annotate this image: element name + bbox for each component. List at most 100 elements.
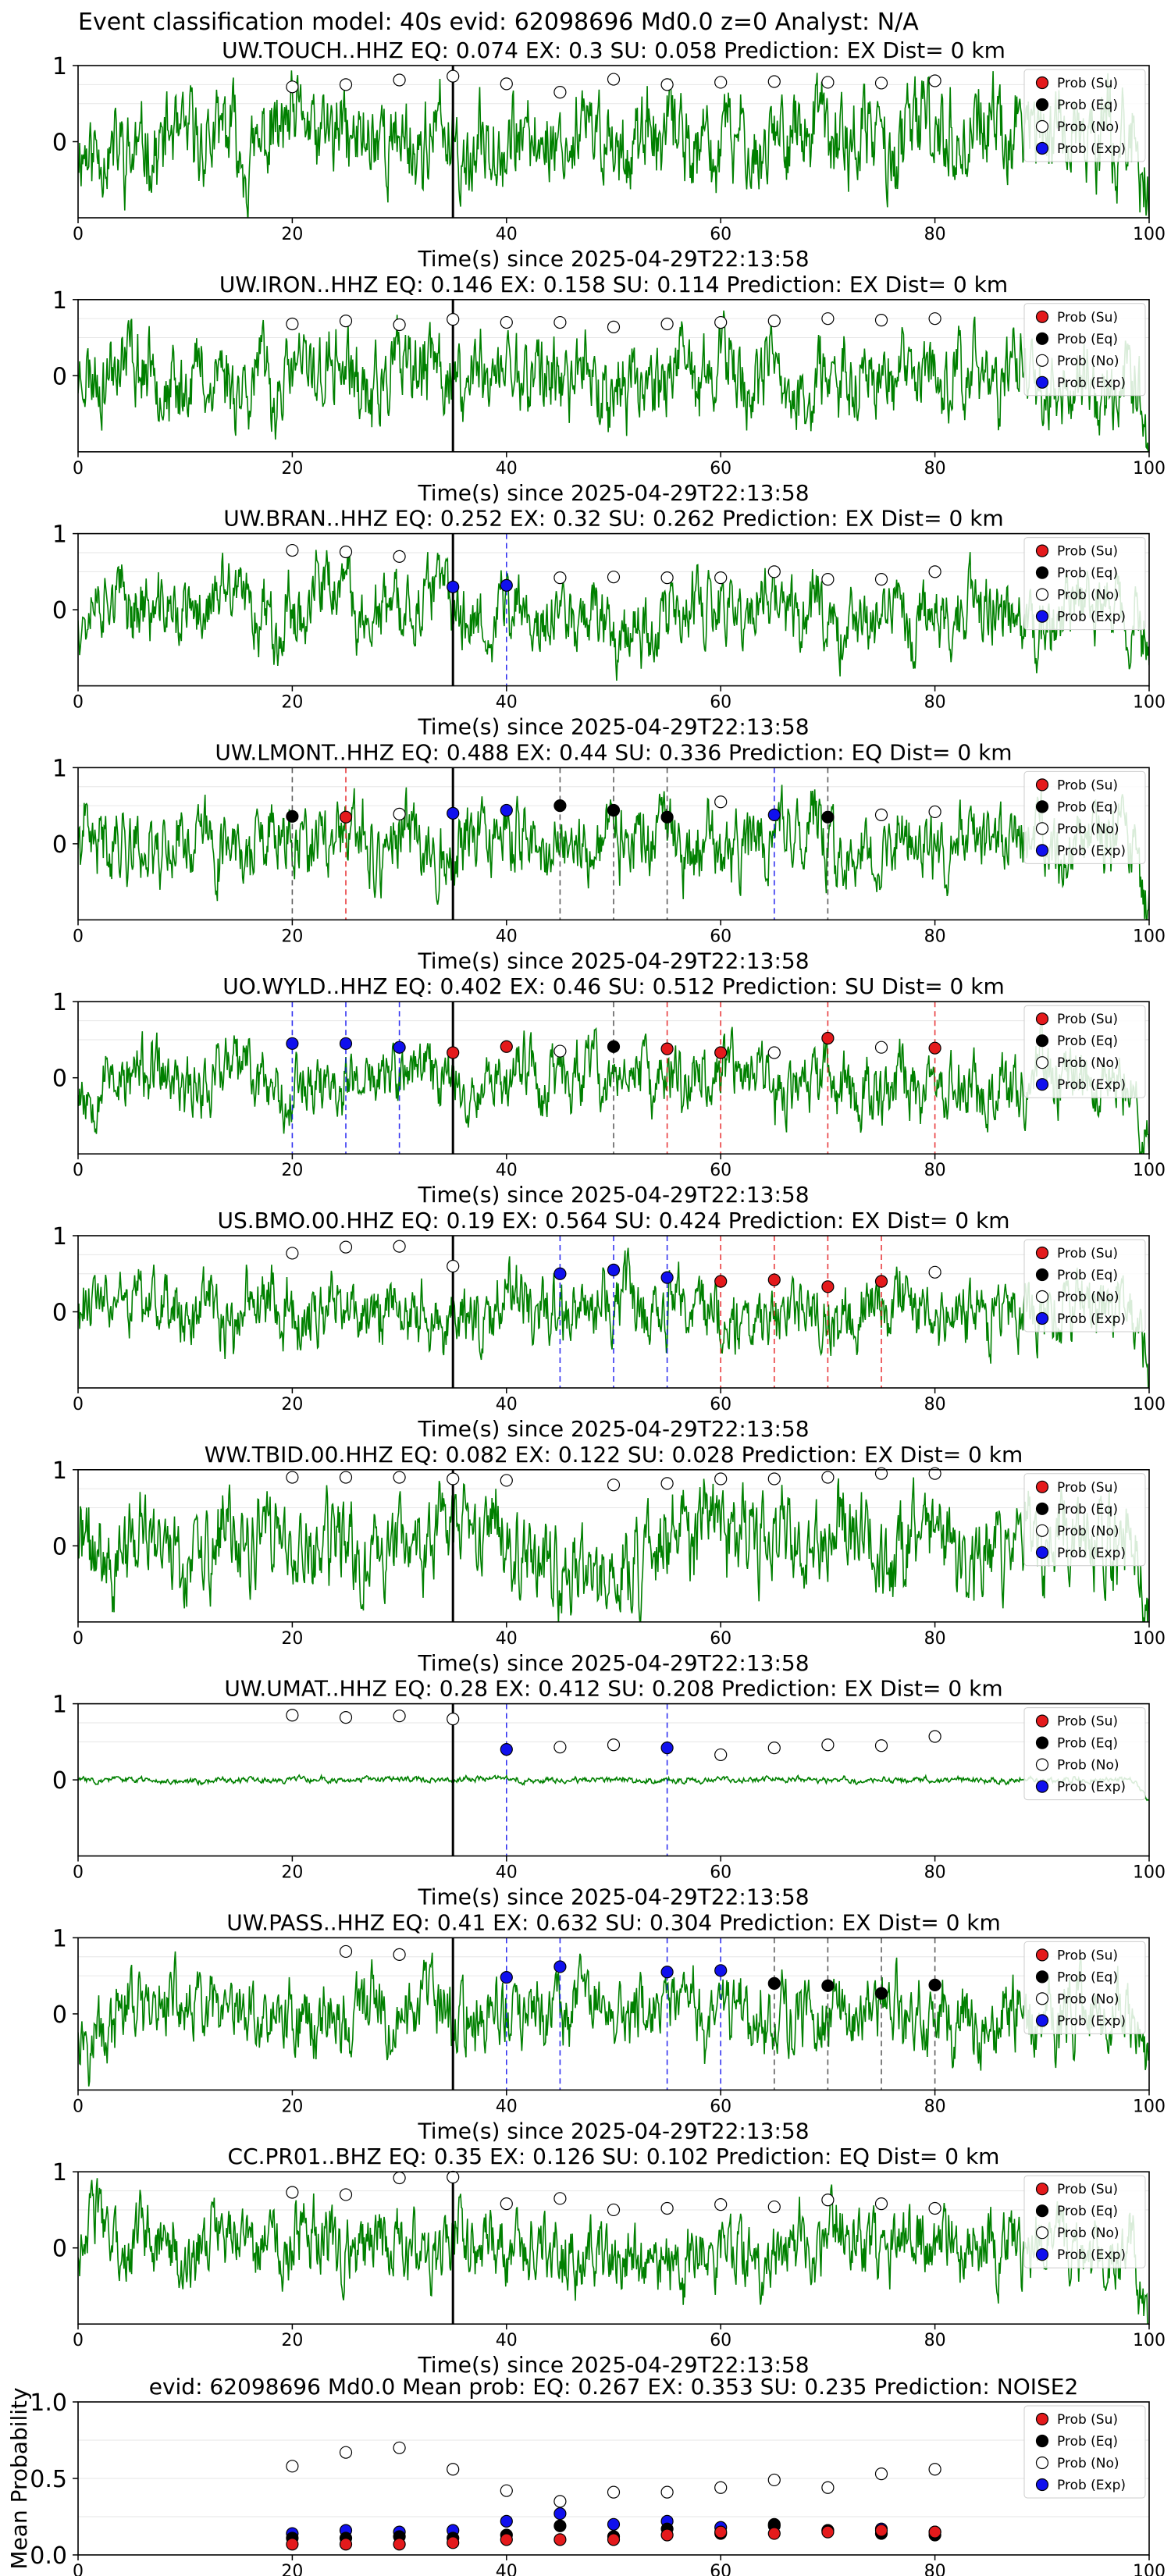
prob-marker-no: [874, 2197, 888, 2211]
prob-marker-no: [607, 1478, 621, 1492]
prob-marker-no: [500, 315, 513, 329]
y-tick-label: 1: [52, 1223, 67, 1251]
waveform-line: [78, 70, 1149, 218]
x-tick-label: 40: [496, 927, 518, 946]
y-tick-label: 1: [52, 287, 67, 315]
x-tick-label: 20: [281, 2331, 303, 2350]
prob-marker-su: [500, 1040, 513, 1053]
legend-marker: [1035, 2478, 1049, 2492]
legend-marker: [1035, 2456, 1049, 2470]
x-tick-label: 80: [924, 2097, 946, 2116]
mean-prob-marker-su: [447, 2536, 460, 2549]
station-chart-8: UW.PASS..HHZ EQ: 0.41 EX: 0.632 SU: 0.30…: [52, 1909, 1166, 2144]
mean-prob-marker-exp: [553, 2507, 567, 2521]
legend-marker: [1035, 2248, 1049, 2261]
legend-box: [1023, 1005, 1146, 1098]
prob-marker-no: [286, 317, 299, 331]
legend-marker: [1035, 1311, 1049, 1325]
prob-marker-no: [660, 571, 674, 585]
legend-label: Prob (No): [1057, 1524, 1119, 1539]
prob-marker-no: [339, 315, 353, 328]
prob-marker-no: [874, 314, 888, 327]
legend-label: Prob (No): [1057, 354, 1119, 369]
legend: Prob (Su) Prob (Eq) Prob (No) Prob (Exp): [1023, 537, 1146, 631]
prob-marker-no: [553, 2192, 567, 2205]
legend-marker: [1035, 1780, 1049, 1793]
prob-marker-exp: [447, 806, 460, 820]
legend-label: Prob (Eq): [1057, 1268, 1118, 1283]
prob-marker-su: [660, 1042, 674, 1055]
x-tick-label: 20: [281, 459, 303, 479]
prob-marker-no: [821, 2194, 835, 2207]
prob-marker-no: [447, 1472, 460, 1485]
waveform-line: [78, 310, 1149, 452]
x-tick-label: 40: [496, 1629, 518, 1649]
prob-marker-exp: [500, 803, 513, 817]
legend-label: Prob (Su): [1057, 76, 1118, 91]
prob-marker-no: [339, 1711, 353, 1724]
prob-marker-su: [339, 810, 353, 824]
y-tick-label: 0: [52, 130, 67, 157]
mean-prob-marker-no: [928, 2463, 941, 2476]
prob-marker-eq: [928, 1978, 941, 1991]
legend: Prob (Su) Prob (Eq) Prob (No) Prob (Exp): [1023, 2175, 1146, 2268]
mean-prob-marker-su: [928, 2525, 941, 2539]
x-tick-label: 0: [73, 927, 84, 946]
legend-label: Prob (Eq): [1057, 2434, 1118, 2450]
x-tick-label: 0: [73, 693, 84, 713]
legend-label: Prob (Su): [1057, 2412, 1118, 2428]
legend-marker: [1035, 2183, 1049, 2196]
prob-marker-su: [714, 1046, 728, 1059]
legend-label: Prob (Eq): [1057, 1034, 1118, 1049]
prob-marker-exp: [553, 1267, 567, 1280]
legend: Prob (Su) Prob (Eq) Prob (No) Prob (Exp): [1023, 1941, 1146, 2034]
prob-marker-no: [447, 1713, 460, 1726]
mean-prob-marker-su: [553, 2533, 567, 2546]
prob-marker-no: [874, 76, 888, 90]
legend-marker: [1035, 119, 1049, 133]
legend-label: Prob (Su): [1057, 1246, 1118, 1261]
legend: Prob (Su) Prob (Eq) Prob (No) Prob (Exp): [1023, 1239, 1146, 1332]
legend-marker: [1035, 375, 1049, 389]
prob-marker-exp: [767, 808, 781, 821]
x-axis-label: Time(s) since 2025-04-29T22:13:58: [417, 1650, 809, 1676]
chart-title: UW.IRON..HHZ EQ: 0.146 EX: 0.158 SU: 0.1…: [219, 272, 1008, 297]
y-tick-label: 0: [52, 1533, 67, 1560]
y-tick-label: 1: [52, 989, 67, 1016]
x-tick-label: 20: [281, 225, 303, 244]
legend-label: Prob (No): [1057, 1290, 1119, 1305]
x-tick-label: 40: [496, 225, 518, 244]
x-tick-label: 40: [496, 693, 518, 713]
mean-prob-marker-no: [874, 2467, 888, 2481]
mean-prob-marker-su: [660, 2528, 674, 2542]
prob-marker-exp: [553, 1960, 567, 1973]
prob-marker-no: [286, 1247, 299, 1260]
waveform-line: [78, 2178, 1148, 2325]
legend-label: Prob (Exp): [1057, 2478, 1126, 2493]
mean-prob-marker-su: [393, 2538, 406, 2551]
legend-label: Prob (Exp): [1057, 1311, 1126, 1327]
prob-marker-no: [393, 73, 406, 87]
prob-marker-eq: [821, 810, 835, 824]
x-tick-label: 20: [281, 1395, 303, 1414]
legend-marker: [1035, 800, 1049, 813]
legend-marker: [1035, 1524, 1049, 1537]
y-tick-label: 1: [52, 2159, 67, 2186]
legend-marker: [1035, 332, 1049, 345]
mean-prob-marker-no: [286, 2460, 299, 2473]
prob-marker-exp: [393, 1041, 406, 1054]
station-chart-4: UO.WYLD..HHZ EQ: 0.402 EX: 0.46 SU: 0.51…: [52, 973, 1166, 1208]
y-tick-label: 1: [52, 755, 67, 782]
legend-marker: [1035, 566, 1049, 579]
x-tick-label: 80: [924, 1629, 946, 1649]
legend-box: [1023, 1239, 1146, 1332]
prob-marker-no: [393, 1471, 406, 1484]
chart-title: US.BMO.00.HHZ EQ: 0.19 EX: 0.564 SU: 0.4…: [218, 1208, 1010, 1233]
y-tick-label: 0: [52, 2001, 67, 2029]
x-tick-label: 40: [496, 459, 518, 479]
legend: Prob (Su) Prob (Eq) Prob (No) Prob (Exp): [1023, 1707, 1146, 1801]
x-tick-label: 0: [73, 1629, 84, 1649]
legend-label: Prob (No): [1057, 1055, 1119, 1071]
legend-marker: [1035, 588, 1049, 601]
x-tick-label: 40: [496, 1395, 518, 1414]
